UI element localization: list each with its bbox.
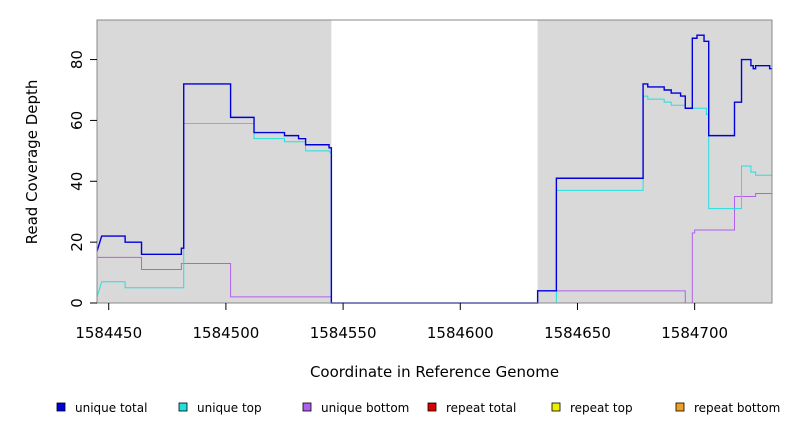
legend-swatch-unique-total	[56, 402, 66, 412]
series-line-unique-total	[96, 34, 772, 304]
y-tick-label: 60	[68, 111, 86, 130]
legend-label-unique-bottom: unique bottom	[321, 401, 409, 415]
legend-swatch-repeat-bottom	[675, 402, 685, 412]
legend: unique total unique top unique bottom repea…	[56, 401, 780, 415]
x-axis: 1584450 1584500 1584550 1584600 1584650 15847…	[75, 303, 728, 342]
legend-label-unique-top: unique top	[197, 401, 262, 415]
legend-label-repeat-top: repeat top	[570, 401, 633, 415]
x-tick-label: 1584600	[427, 324, 494, 342]
y-tick-label: 40	[68, 172, 86, 191]
legend-label-repeat-bottom: repeat bottom	[694, 401, 780, 415]
x-tick-label: 1584550	[310, 324, 377, 342]
legend-swatch-unique-bottom	[302, 402, 312, 412]
legend-swatch-unique-top	[178, 402, 188, 412]
shaded-region-0	[97, 20, 332, 303]
y-axis: 0 20 40 60 80	[68, 50, 97, 308]
series-line-unique-bottom	[97, 192, 772, 304]
y-tick-label: 0	[68, 298, 86, 308]
shaded-region-1	[537, 20, 772, 303]
y-tick-label: 20	[68, 233, 86, 252]
legend-swatch-repeat-total	[427, 402, 437, 412]
legend-label-repeat-total: repeat total	[446, 401, 516, 415]
plot-frame	[96, 19, 773, 304]
x-tick-label: 1584650	[544, 324, 611, 342]
x-tick-label: 1584500	[193, 324, 260, 342]
y-tick-label: 80	[68, 50, 86, 69]
y-axis-title: Read Coverage Depth	[23, 80, 41, 245]
legend-swatch-repeat-top	[551, 402, 561, 412]
plot-background	[97, 20, 772, 303]
x-tick-label: 1584450	[75, 324, 142, 342]
x-tick-label: 1584700	[661, 324, 728, 342]
legend-label-unique-total: unique total	[75, 401, 147, 415]
x-axis-title: Coordinate in Reference Genome	[310, 363, 559, 381]
